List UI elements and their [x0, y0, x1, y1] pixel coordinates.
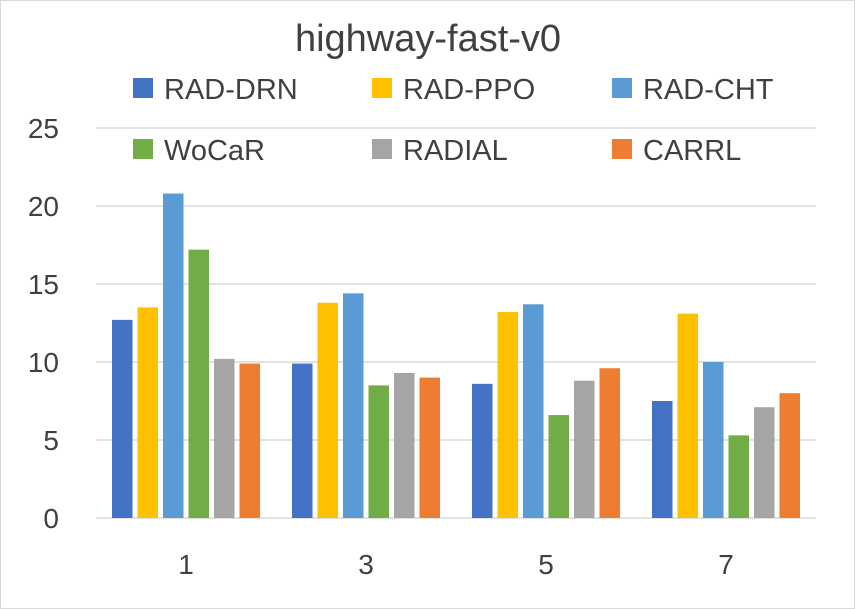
- bar-rad-ppo-5: [497, 312, 518, 518]
- bar-radial-1: [214, 358, 235, 518]
- bar-carrl-7: [779, 393, 800, 518]
- y-tick-label: 5: [43, 425, 59, 456]
- bars: [112, 193, 800, 518]
- legend: RAD-DRN RAD-PPO RAD-CHT WoCaR RADIAL CARRL: [133, 74, 774, 167]
- x-tick-label: 3: [358, 549, 374, 580]
- legend-label: CARRL: [643, 135, 741, 167]
- y-tick-label: 0: [43, 503, 59, 534]
- bar-wocar-5: [548, 415, 569, 518]
- bar-rad-drn-1: [112, 319, 133, 518]
- legend-swatch: [612, 78, 632, 98]
- bar-rad-drn-5: [472, 383, 493, 518]
- bar-rad-drn-7: [652, 401, 673, 518]
- bar-rad-ppo-7: [677, 313, 698, 518]
- legend-label: RAD-PPO: [403, 74, 535, 106]
- x-tick-label: 7: [718, 549, 734, 580]
- y-tick-label: 25: [28, 113, 59, 144]
- legend-label: WoCaR: [164, 135, 265, 167]
- x-tick-label: 5: [538, 549, 554, 580]
- bar-rad-ppo-1: [137, 307, 158, 518]
- bar-carrl-5: [599, 368, 620, 518]
- y-axis-ticks: 0 5 10 15 20 25: [28, 113, 59, 534]
- bar-rad-cht-7: [703, 362, 724, 518]
- bar-carrl-3: [419, 377, 440, 518]
- legend-swatch: [133, 78, 153, 98]
- x-tick-label: 1: [178, 549, 194, 580]
- y-tick-label: 10: [28, 347, 59, 378]
- bar-wocar-7: [728, 435, 749, 518]
- y-tick-label: 20: [28, 191, 59, 222]
- legend-swatch: [133, 139, 153, 159]
- bar-rad-ppo-3: [317, 302, 338, 518]
- y-tick-label: 15: [28, 269, 59, 300]
- bar-carrl-1: [239, 363, 260, 518]
- bar-rad-cht-3: [343, 293, 364, 518]
- legend-swatch: [612, 139, 632, 159]
- legend-label: RAD-CHT: [643, 74, 774, 106]
- legend-swatch: [372, 78, 392, 98]
- bar-rad-cht-1: [163, 193, 184, 518]
- bar-rad-drn-3: [292, 363, 313, 518]
- chart-title: highway-fast-v0: [295, 18, 561, 60]
- bar-radial-7: [754, 407, 775, 518]
- legend-label: RADIAL: [403, 135, 508, 167]
- bar-rad-cht-5: [523, 304, 544, 518]
- bar-wocar-1: [188, 249, 209, 518]
- bar-radial-5: [574, 380, 595, 518]
- x-axis-ticks: 1 3 5 7: [178, 549, 734, 580]
- legend-label: RAD-DRN: [164, 74, 298, 106]
- legend-swatch: [372, 139, 392, 159]
- bar-radial-3: [394, 372, 415, 518]
- bar-wocar-3: [368, 385, 389, 518]
